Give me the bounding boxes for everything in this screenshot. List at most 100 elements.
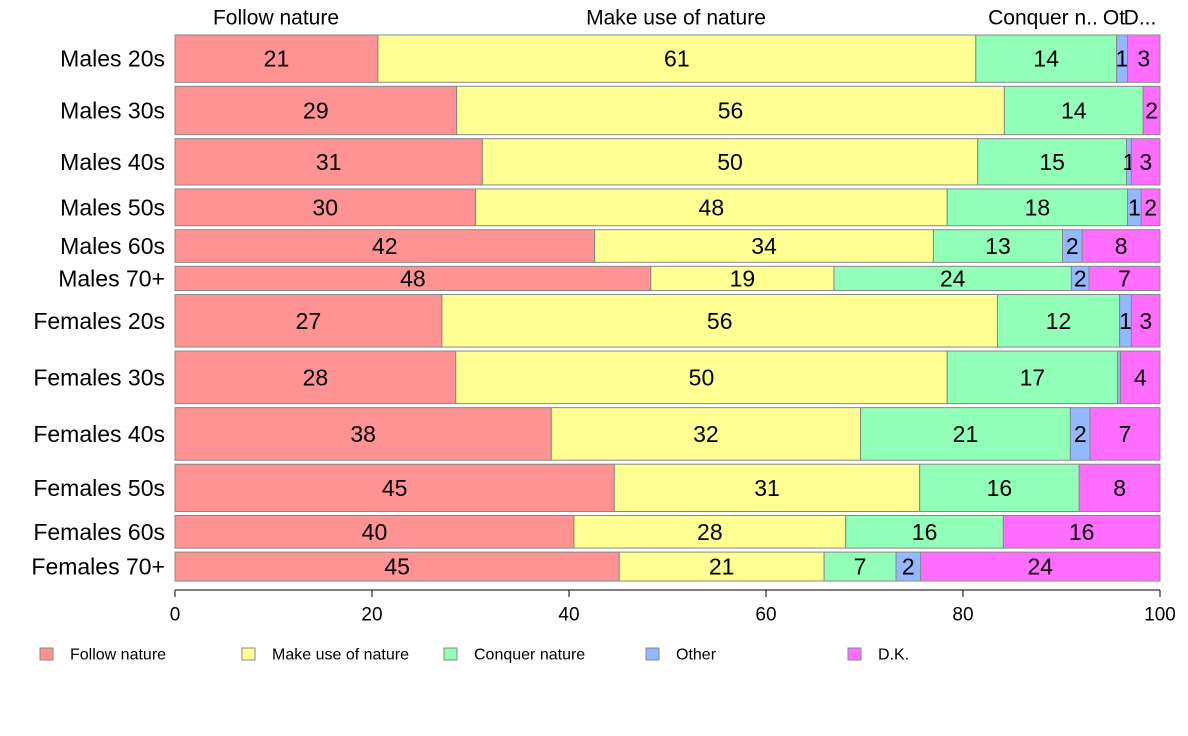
row-label: Males 40s — [60, 149, 165, 175]
data-label: 50 — [689, 364, 715, 390]
data-label: 12 — [1046, 308, 1072, 334]
data-label: 21 — [953, 421, 979, 447]
data-label: 21 — [264, 46, 290, 72]
bar-segment — [1126, 34, 1161, 83]
bar-row: 21 61 14 1 3 — [174, 34, 1161, 83]
data-label: 19 — [730, 265, 756, 291]
bar-row: 27 56 12 1 3 — [174, 293, 1161, 348]
data-label: 15 — [1039, 149, 1065, 175]
data-label: 16 — [1069, 519, 1095, 545]
bar-segment — [174, 514, 575, 549]
bar-segment — [174, 407, 552, 461]
legend-swatch — [443, 647, 458, 661]
bar-segment — [174, 551, 620, 582]
bar-segment — [1078, 463, 1161, 512]
bar-segment — [1140, 188, 1161, 227]
legend-swatch — [39, 647, 54, 661]
data-label: 50 — [717, 149, 743, 175]
bar-segment — [946, 188, 1128, 227]
bar-segment — [996, 293, 1121, 348]
data-label: 45 — [382, 475, 408, 501]
bar-segment — [474, 188, 948, 227]
x-tick-label: 20 — [361, 605, 382, 626]
bar-segment — [946, 350, 1119, 405]
bar-row: 45 31 16 8 — [174, 463, 1161, 512]
data-label: 40 — [362, 519, 388, 545]
row-label: Females 20s — [33, 308, 165, 334]
bar-segment — [618, 551, 825, 582]
data-label: 16 — [912, 519, 938, 545]
bar-segment — [174, 293, 443, 348]
bar-segment — [377, 34, 977, 83]
row-labels: Males 20s Males 30s Males 40s Males 50s Male… — [31, 46, 165, 580]
row-label: Males 70+ — [58, 265, 165, 291]
data-label: 7 — [1119, 421, 1132, 447]
bar-segment — [174, 188, 476, 227]
bar-segment — [456, 85, 1005, 136]
bar-segment — [845, 514, 1004, 549]
bar-segment — [550, 407, 862, 461]
legend-swatch — [645, 647, 660, 661]
legend-swatch — [241, 647, 256, 661]
data-label: 38 — [350, 421, 376, 447]
bar-segment — [174, 85, 458, 136]
bar-segment — [977, 138, 1128, 186]
row-label: Males 50s — [60, 194, 165, 220]
data-label: 8 — [1113, 475, 1126, 501]
data-label: 1 — [1116, 46, 1129, 72]
top-category-label: Follow nature — [213, 7, 339, 30]
bar-segment — [174, 138, 483, 186]
data-label: 34 — [751, 233, 777, 259]
legend-label: Other — [676, 647, 717, 664]
data-label: 48 — [400, 265, 426, 291]
data-label: 3 — [1137, 46, 1150, 72]
row-label: Males 30s — [60, 97, 165, 123]
data-label: 2 — [1144, 194, 1157, 220]
legend-label: Follow nature — [70, 647, 166, 664]
legend-item: Other — [645, 647, 717, 664]
data-label: 24 — [940, 265, 966, 291]
bar-segment — [932, 229, 1063, 263]
row-label: Males 20s — [60, 46, 165, 72]
x-tick-label: 0 — [170, 605, 181, 626]
bar-segment — [975, 34, 1118, 83]
bar-segment — [1142, 85, 1161, 136]
legend-label: Make use of nature — [272, 647, 409, 664]
data-label: 28 — [303, 364, 329, 390]
bar-row: 30 48 18 1 2 — [174, 188, 1161, 227]
bars: 21 61 14 1 329 56 14 231 50 15 1 330 48 18 1 242 34 13 2 84… — [174, 34, 1161, 582]
data-label: 2 — [1074, 421, 1087, 447]
data-label: 4 — [1134, 364, 1147, 390]
bar-segment — [613, 463, 921, 512]
bar-segment — [174, 265, 652, 291]
bar-segment — [860, 407, 1071, 461]
data-label: 27 — [296, 308, 322, 334]
data-label: 56 — [707, 308, 733, 334]
data-label: 3 — [1139, 308, 1152, 334]
x-tick-label: 80 — [952, 605, 973, 626]
bar-segment — [1002, 514, 1161, 549]
bar-segment — [1003, 85, 1144, 136]
data-label: 48 — [699, 194, 725, 220]
bar-segment — [174, 463, 615, 512]
legend-item: Conquer nature — [443, 647, 585, 664]
bar-segment — [174, 34, 379, 83]
row-label: Females 40s — [33, 421, 165, 447]
data-label: 7 — [1118, 265, 1131, 291]
legend-label: Conquer nature — [474, 647, 585, 664]
data-label: 21 — [709, 554, 735, 580]
data-label: 61 — [664, 46, 690, 72]
row-label: Males 60s — [60, 233, 165, 259]
bar-segment — [594, 229, 934, 263]
top-category-label: D... — [1124, 7, 1157, 30]
bar-segment — [1130, 138, 1161, 186]
data-label: 28 — [697, 519, 723, 545]
data-label: 29 — [303, 97, 329, 123]
row-label: Females 30s — [33, 364, 165, 390]
data-label: 7 — [854, 554, 867, 580]
bar-row: 40 28 16 16 — [174, 514, 1161, 549]
bar-row: 29 56 14 2 — [174, 85, 1161, 136]
bar-segment — [573, 514, 847, 549]
data-label: 14 — [1033, 46, 1059, 72]
